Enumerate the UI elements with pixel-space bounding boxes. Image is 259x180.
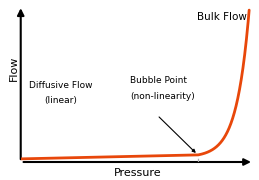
- Text: Bubble Point: Bubble Point: [130, 76, 187, 85]
- Text: Diffusive Flow: Diffusive Flow: [28, 81, 92, 90]
- Text: (non-linearity): (non-linearity): [130, 91, 195, 100]
- Text: (linear): (linear): [44, 96, 77, 105]
- Text: Bulk Flow: Bulk Flow: [197, 12, 247, 22]
- Text: Pressure: Pressure: [113, 168, 161, 178]
- Text: Flow: Flow: [8, 55, 18, 81]
